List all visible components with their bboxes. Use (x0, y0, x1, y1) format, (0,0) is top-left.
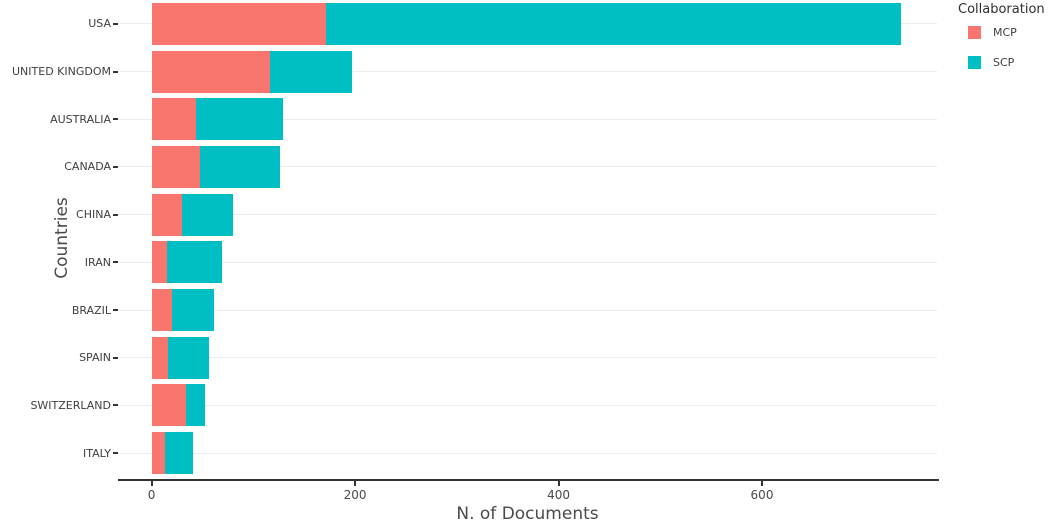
y-axis-category-row: AUSTRALIA (50, 109, 118, 129)
y-axis-category-label: SWITZERLAND (30, 398, 111, 412)
y-axis-category-row: CHINA (76, 205, 118, 225)
bar-segment-mcp-spain[interactable] (151, 336, 168, 379)
legend-item-label: SCP (993, 56, 1015, 69)
x-axis-line (118, 479, 939, 481)
gridline (118, 214, 937, 216)
legend-item-scp[interactable]: SCP (968, 56, 1050, 69)
y-axis-category-label: ITALY (82, 446, 111, 460)
bar-segment-scp-brazil[interactable] (171, 289, 214, 332)
bar-segment-mcp-canada[interactable] (151, 145, 201, 188)
legend-item-label: MCP (993, 26, 1017, 39)
y-axis-category-row: CANADA (64, 157, 118, 177)
legend-title: Collaboration (958, 2, 1045, 17)
bar-segment-mcp-china[interactable] (151, 193, 183, 236)
bar-segment-mcp-iran[interactable] (151, 241, 167, 284)
x-tick-mark (354, 481, 357, 486)
y-axis-category-label: IRAN (84, 255, 111, 269)
y-axis-category-label: SPAIN (79, 351, 111, 365)
x-tick-label: 0 (147, 488, 156, 502)
y-axis-category-label: CANADA (64, 160, 111, 174)
bar-segment-scp-canada[interactable] (200, 145, 280, 188)
x-axis-title: N. of Documents (456, 504, 599, 524)
y-tick-mark (113, 356, 118, 359)
y-axis-category-row: USA (88, 14, 118, 34)
y-axis-category-label: USA (88, 17, 111, 31)
bar-segment-scp-australia[interactable] (196, 98, 283, 141)
y-axis-category-label: BRAZIL (71, 303, 111, 317)
gridline (118, 118, 937, 120)
gridline (118, 71, 937, 73)
y-axis-category-label: CHINA (76, 208, 111, 222)
bar-segment-mcp-united-kingdom[interactable] (151, 50, 270, 93)
x-tick-label: 200 (343, 488, 367, 502)
y-axis-category-row: SWITZERLAND (30, 395, 118, 415)
plot-area (118, 0, 937, 479)
bar-segment-scp-united-kingdom[interactable] (269, 50, 352, 93)
bar-segment-scp-usa[interactable] (325, 2, 902, 45)
bar-segment-mcp-switzerland[interactable] (151, 384, 187, 427)
y-axis-category-row: ITALY (83, 443, 118, 463)
bar-segment-mcp-australia[interactable] (151, 98, 197, 141)
y-tick-mark (113, 452, 118, 455)
gridline (118, 261, 937, 263)
gridline (118, 452, 937, 454)
legend-item-mcp[interactable]: MCP (968, 26, 1050, 39)
bar-segment-scp-switzerland[interactable] (186, 384, 206, 427)
y-axis-category-row: SPAIN (79, 348, 118, 368)
y-tick-mark (113, 404, 118, 407)
bar-segment-mcp-usa[interactable] (151, 2, 326, 45)
gridline (118, 357, 937, 359)
gridline (118, 404, 937, 406)
y-axis-labels: USA UNITED KINGDOM AUSTRALIA CANADA CHINA IRA… (0, 0, 118, 479)
y-tick-mark (113, 70, 118, 73)
y-axis-category-row: IRAN (85, 252, 118, 272)
bar-segment-scp-italy[interactable] (164, 432, 194, 475)
gridline (118, 309, 937, 311)
y-tick-mark (113, 165, 118, 168)
bar-segment-mcp-italy[interactable] (151, 432, 165, 475)
y-axis-category-label: UNITED KINGDOM (12, 65, 111, 79)
bar-segment-scp-china[interactable] (182, 193, 233, 236)
x-tick-label: 600 (750, 488, 774, 502)
gridline (118, 166, 937, 168)
scp-swatch-icon (968, 56, 981, 69)
y-tick-mark (113, 213, 118, 216)
x-tick-label: 400 (547, 488, 570, 502)
bar-segment-mcp-brazil[interactable] (151, 289, 172, 332)
y-tick-mark (113, 261, 118, 264)
x-tick-mark (557, 481, 560, 486)
y-axis-category-label: AUSTRALIA (50, 112, 111, 126)
y-tick-mark (113, 309, 118, 312)
bar-segment-scp-iran[interactable] (166, 241, 222, 284)
x-tick-mark (761, 481, 763, 486)
y-axis-category-row: UNITED KINGDOM (12, 62, 118, 82)
mcp-swatch-icon (968, 26, 981, 39)
y-tick-mark (113, 22, 118, 25)
legend: Collaboration MCP SCP (958, 2, 1050, 86)
y-tick-mark (113, 118, 118, 121)
bar-segment-scp-spain[interactable] (167, 336, 209, 379)
x-tick-mark (150, 481, 153, 486)
y-axis-category-row: BRAZIL (72, 300, 118, 320)
